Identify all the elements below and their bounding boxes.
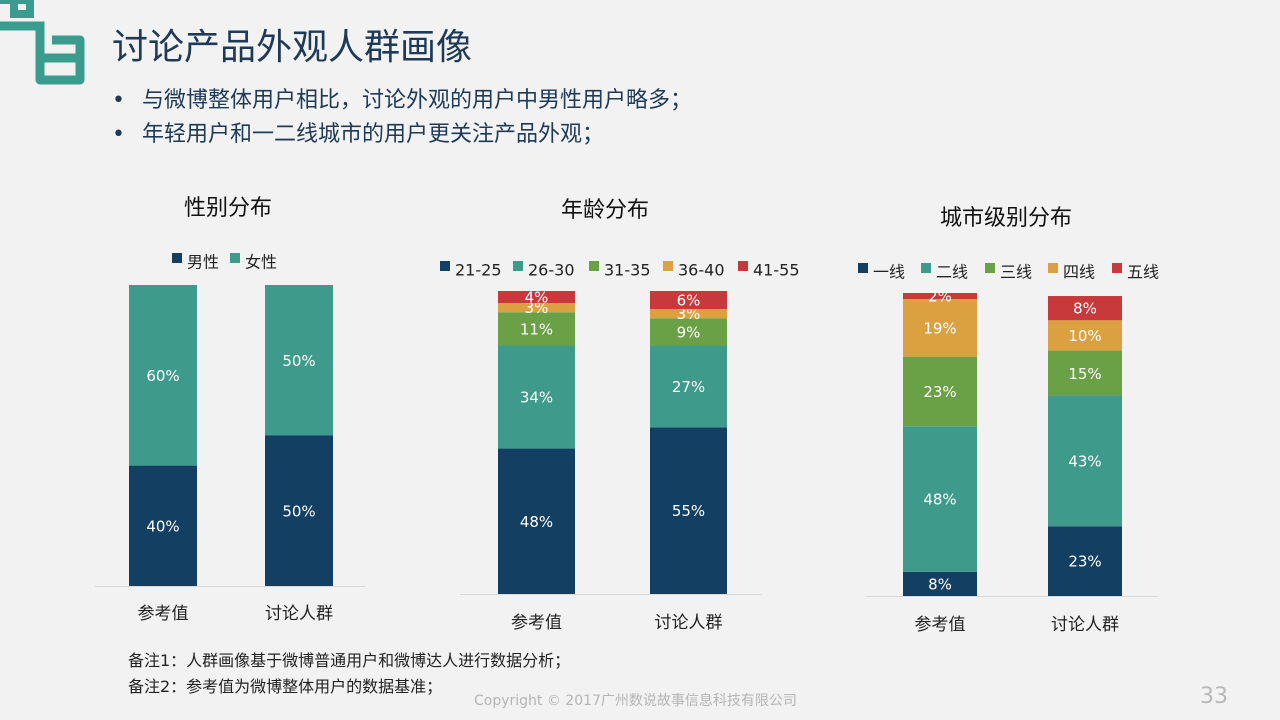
footnotes: 备注1：人群画像基于微博普通用户和微博达人进行数据分析； 备注2：参考值为微博整…	[128, 648, 570, 700]
age-chart-title: 年龄分布	[560, 198, 650, 223]
data-label: 19%	[923, 319, 956, 337]
legend-swatch	[663, 261, 673, 271]
legend-swatch	[921, 263, 931, 273]
footnote-1: 备注1：人群画像基于微博普通用户和微博达人进行数据分析；	[128, 651, 571, 670]
bar-segment	[1048, 320, 1122, 351]
data-label: 3%	[677, 305, 701, 323]
data-label: 55%	[672, 502, 705, 520]
bar-segment	[903, 299, 977, 357]
category-label: 讨论人群	[1051, 615, 1119, 635]
bar-segment	[903, 426, 977, 572]
legend-swatch	[1112, 263, 1122, 273]
data-label: 15%	[1068, 365, 1101, 383]
bar-segment	[650, 309, 727, 319]
bar-segment	[650, 427, 727, 594]
bar-segment	[265, 285, 333, 436]
summary-bullets: • 与微博整体用户相比，讨论外观的用户中男性用户略多； • 年轻用户和一二线城市的用…	[112, 84, 692, 152]
legend-swatch	[440, 261, 450, 271]
data-label: 23%	[1068, 553, 1101, 571]
bullet-item: • 与微博整体用户相比，讨论外观的用户中男性用户略多；	[112, 88, 693, 113]
data-label: 8%	[1073, 300, 1097, 318]
copyright: Copyright © 2017广州数说故事信息科技有限公司	[474, 693, 797, 709]
legend-label: 四线	[1063, 263, 1095, 282]
category-label: 讨论人群	[655, 613, 723, 633]
legend-swatch	[589, 261, 599, 271]
bar-segment	[1048, 350, 1122, 397]
data-label: 48%	[923, 491, 956, 509]
legend-swatch	[172, 253, 182, 263]
bar-segment	[903, 293, 977, 300]
data-label: 23%	[923, 383, 956, 401]
data-label: 4%	[525, 289, 549, 307]
data-label: 60%	[146, 367, 179, 385]
bar-segment	[1048, 296, 1122, 321]
category-label: 参考值	[511, 613, 562, 633]
city-chart-title: 城市级别分布	[939, 206, 1073, 231]
legend-label: 36-40	[678, 261, 725, 280]
data-label: 6%	[677, 292, 701, 310]
legend-label: 26-30	[528, 261, 575, 280]
legend-label: 21-25	[455, 261, 502, 280]
bar-segment	[265, 435, 333, 586]
data-label: 27%	[672, 378, 705, 396]
legend-label: 31-35	[604, 261, 651, 280]
brand-logo	[0, 0, 85, 85]
data-label: 40%	[146, 517, 179, 535]
bar-segment	[1048, 526, 1122, 596]
bar-segment	[650, 345, 727, 428]
data-label: 43%	[1068, 453, 1101, 471]
bar-segment	[129, 465, 197, 586]
legend-label: 一线	[873, 263, 905, 282]
page-title: 讨论产品外观人群画像	[112, 27, 473, 68]
legend-swatch	[985, 263, 995, 273]
bullet-text: 与微博整体用户相比，讨论外观的用户中男性用户略多；	[142, 88, 693, 113]
bullet-item: • 年轻用户和一二线城市的用户更关注产品外观；	[112, 122, 605, 147]
data-label: 10%	[1068, 327, 1101, 345]
footnote-2: 备注2：参考值为微博整体用户的数据基准；	[128, 677, 443, 696]
legend-swatch	[513, 261, 523, 271]
data-label: 2%	[928, 288, 952, 306]
bar-segment	[498, 303, 575, 313]
legend-label: 三线	[1000, 263, 1032, 282]
data-label: 8%	[928, 575, 952, 593]
bar-segment	[903, 571, 977, 596]
legend-swatch	[1048, 263, 1058, 273]
bar-segment	[650, 318, 727, 346]
legend-swatch	[738, 261, 748, 271]
data-label: 3%	[525, 299, 549, 317]
data-label: 50%	[282, 352, 315, 370]
data-label: 9%	[677, 323, 701, 341]
bar-segment	[498, 345, 575, 449]
category-label: 讨论人群	[265, 604, 333, 624]
bar-segment	[498, 291, 575, 304]
data-label: 34%	[520, 389, 553, 407]
legend-label: 41-55	[753, 261, 800, 280]
data-label: 11%	[520, 320, 553, 338]
data-label: 48%	[520, 513, 553, 531]
bar-segment	[1048, 396, 1122, 527]
legend-label: 二线	[936, 263, 968, 282]
legend-swatch	[858, 263, 868, 273]
bar-segment	[129, 285, 197, 466]
category-label: 参考值	[915, 615, 966, 635]
bullet-text: 年轻用户和一二线城市的用户更关注产品外观；	[142, 122, 605, 147]
bar-segment	[498, 448, 575, 594]
bar-segment	[498, 312, 575, 346]
bar-segment	[903, 356, 977, 427]
page-number: 33	[1200, 684, 1228, 709]
data-label: 50%	[282, 502, 315, 520]
legend-swatch	[230, 253, 240, 263]
legend-label: 女性	[245, 253, 277, 272]
legend-label: 男性	[187, 253, 219, 272]
legend-label: 五线	[1127, 263, 1159, 282]
bar-segment	[650, 291, 727, 310]
gender-chart-title: 性别分布	[183, 196, 273, 221]
category-label: 参考值	[138, 604, 189, 624]
